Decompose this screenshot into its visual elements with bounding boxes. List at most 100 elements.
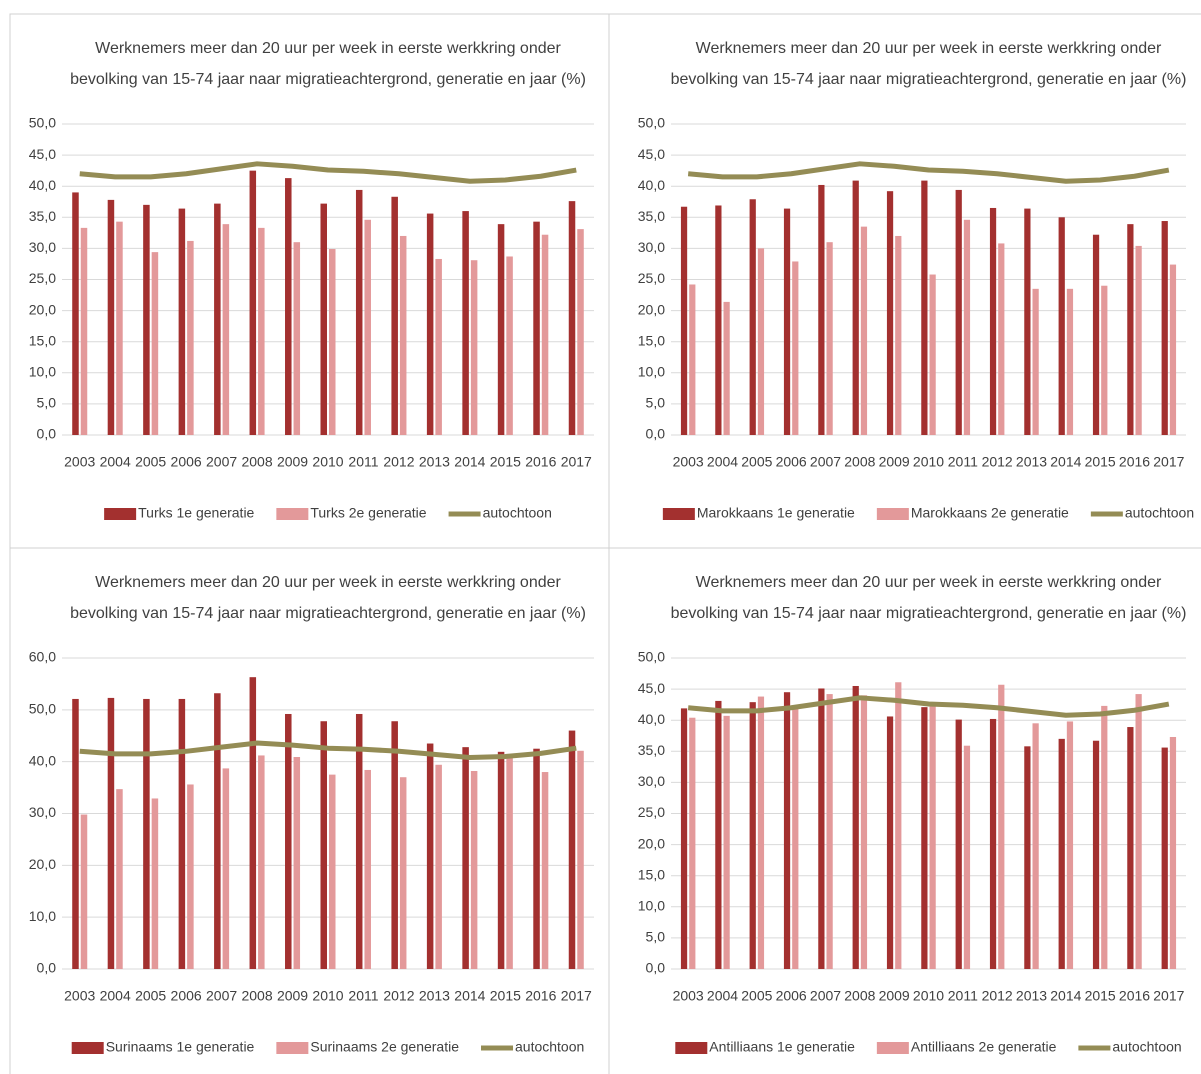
x-tick-label: 2017 xyxy=(1153,454,1184,470)
x-tick-label: 2010 xyxy=(312,454,343,470)
legend-swatch xyxy=(276,508,309,520)
y-tick-label: 0,0 xyxy=(37,960,57,976)
y-tick-label: 30,0 xyxy=(29,804,56,820)
line-series xyxy=(687,695,1170,718)
legend-item: Antilliaans 2e generatie xyxy=(876,1039,1057,1055)
bar xyxy=(689,717,696,969)
legend-item: Marokkaans 1e generatie xyxy=(662,505,855,521)
bar xyxy=(391,721,398,969)
bar xyxy=(749,199,756,435)
y-tick-label: 35,0 xyxy=(638,742,665,758)
bar xyxy=(533,221,540,435)
chart-title: bevolking van 15-74 jaar naar migratieac… xyxy=(70,605,586,622)
legend-item: Surinaams 1e generatie xyxy=(71,1039,255,1055)
chart-title: Werknemers meer dan 20 uur per week in e… xyxy=(95,574,561,591)
bar xyxy=(577,750,584,969)
x-tick-label: 2015 xyxy=(490,988,521,1004)
bar xyxy=(783,208,791,435)
legend-label: Turks 1e generatie xyxy=(138,505,254,521)
bar xyxy=(886,191,894,435)
y-tick-label: 35,0 xyxy=(638,208,665,224)
bar xyxy=(1161,221,1168,435)
bar xyxy=(399,235,407,435)
bar xyxy=(355,713,363,969)
bar xyxy=(860,695,868,969)
bar xyxy=(963,745,971,969)
y-tick-label: 0,0 xyxy=(37,426,57,442)
x-tick-label: 2011 xyxy=(348,454,378,470)
bar xyxy=(998,684,1005,969)
bar xyxy=(116,221,123,435)
bar xyxy=(293,757,301,969)
bar xyxy=(151,252,159,435)
x-tick-label: 2015 xyxy=(1085,454,1116,470)
x-tick-label: 2006 xyxy=(171,988,202,1004)
x-tick-label: 2006 xyxy=(776,988,807,1004)
bar xyxy=(399,777,407,969)
bar xyxy=(792,708,799,969)
bar xyxy=(568,730,576,969)
x-tick-label: 2003 xyxy=(673,988,704,1004)
bar xyxy=(723,301,730,435)
x-tick-label: 2012 xyxy=(982,988,1013,1004)
bar xyxy=(680,206,688,435)
bar xyxy=(355,189,363,435)
bar xyxy=(426,743,434,969)
x-tick-label: 2007 xyxy=(810,454,841,470)
bar xyxy=(1024,208,1031,435)
bar xyxy=(963,219,971,435)
bar xyxy=(826,694,833,969)
x-tick-label: 2006 xyxy=(776,454,807,470)
y-tick-label: 15,0 xyxy=(29,332,56,348)
bar xyxy=(249,170,257,435)
bar xyxy=(1066,721,1074,969)
y-tick-label: 30,0 xyxy=(638,239,665,255)
line-series xyxy=(79,161,577,184)
x-tick-label: 2009 xyxy=(879,454,910,470)
bar xyxy=(1092,234,1100,435)
bar xyxy=(568,201,576,435)
x-tick-label: 2004 xyxy=(100,454,131,470)
y-tick-label: 25,0 xyxy=(638,804,665,820)
bar xyxy=(80,814,88,969)
y-tick-label: 45,0 xyxy=(638,680,665,696)
x-tick-label: 2004 xyxy=(707,988,738,1004)
x-tick-label: 2005 xyxy=(741,454,772,470)
y-tick-label: 50,0 xyxy=(638,115,665,131)
bar xyxy=(929,705,936,969)
bar xyxy=(497,751,505,969)
y-tick-label: 30,0 xyxy=(638,773,665,789)
bar xyxy=(577,229,584,435)
bar xyxy=(921,180,928,435)
bar xyxy=(1135,245,1142,435)
frame xyxy=(9,13,1201,1074)
x-tick-label: 2013 xyxy=(419,988,450,1004)
chart-panel: Werknemers meer dan 20 uur per week in e… xyxy=(29,574,594,1055)
bar xyxy=(818,688,825,969)
bar xyxy=(364,219,371,435)
y-tick-label: 5,0 xyxy=(646,929,666,945)
legend-label: Antilliaans 1e generatie xyxy=(709,1039,855,1055)
bar xyxy=(329,774,336,969)
x-tick-label: 2016 xyxy=(525,454,556,470)
chart-title: bevolking van 15-74 jaar naar migratieac… xyxy=(671,605,1187,622)
bar xyxy=(143,698,150,969)
bar xyxy=(989,718,997,969)
x-tick-label: 2016 xyxy=(1119,988,1150,1004)
bar xyxy=(178,698,186,969)
legend-swatch xyxy=(104,508,137,520)
chart-title: bevolking van 15-74 jaar naar migratieac… xyxy=(70,71,586,88)
bar xyxy=(783,692,791,969)
bar xyxy=(1161,747,1168,969)
bar xyxy=(852,180,859,435)
legend-label: autochtoon xyxy=(1112,1039,1181,1055)
bar xyxy=(107,697,115,969)
legend-label: autochtoon xyxy=(1125,505,1194,521)
bar xyxy=(214,203,221,435)
x-tick-label: 2013 xyxy=(1016,454,1047,470)
bar xyxy=(497,224,505,435)
legend-item: autochtoon xyxy=(1090,505,1194,521)
bar xyxy=(757,248,765,435)
bar xyxy=(1066,288,1074,435)
bar xyxy=(1169,264,1177,435)
